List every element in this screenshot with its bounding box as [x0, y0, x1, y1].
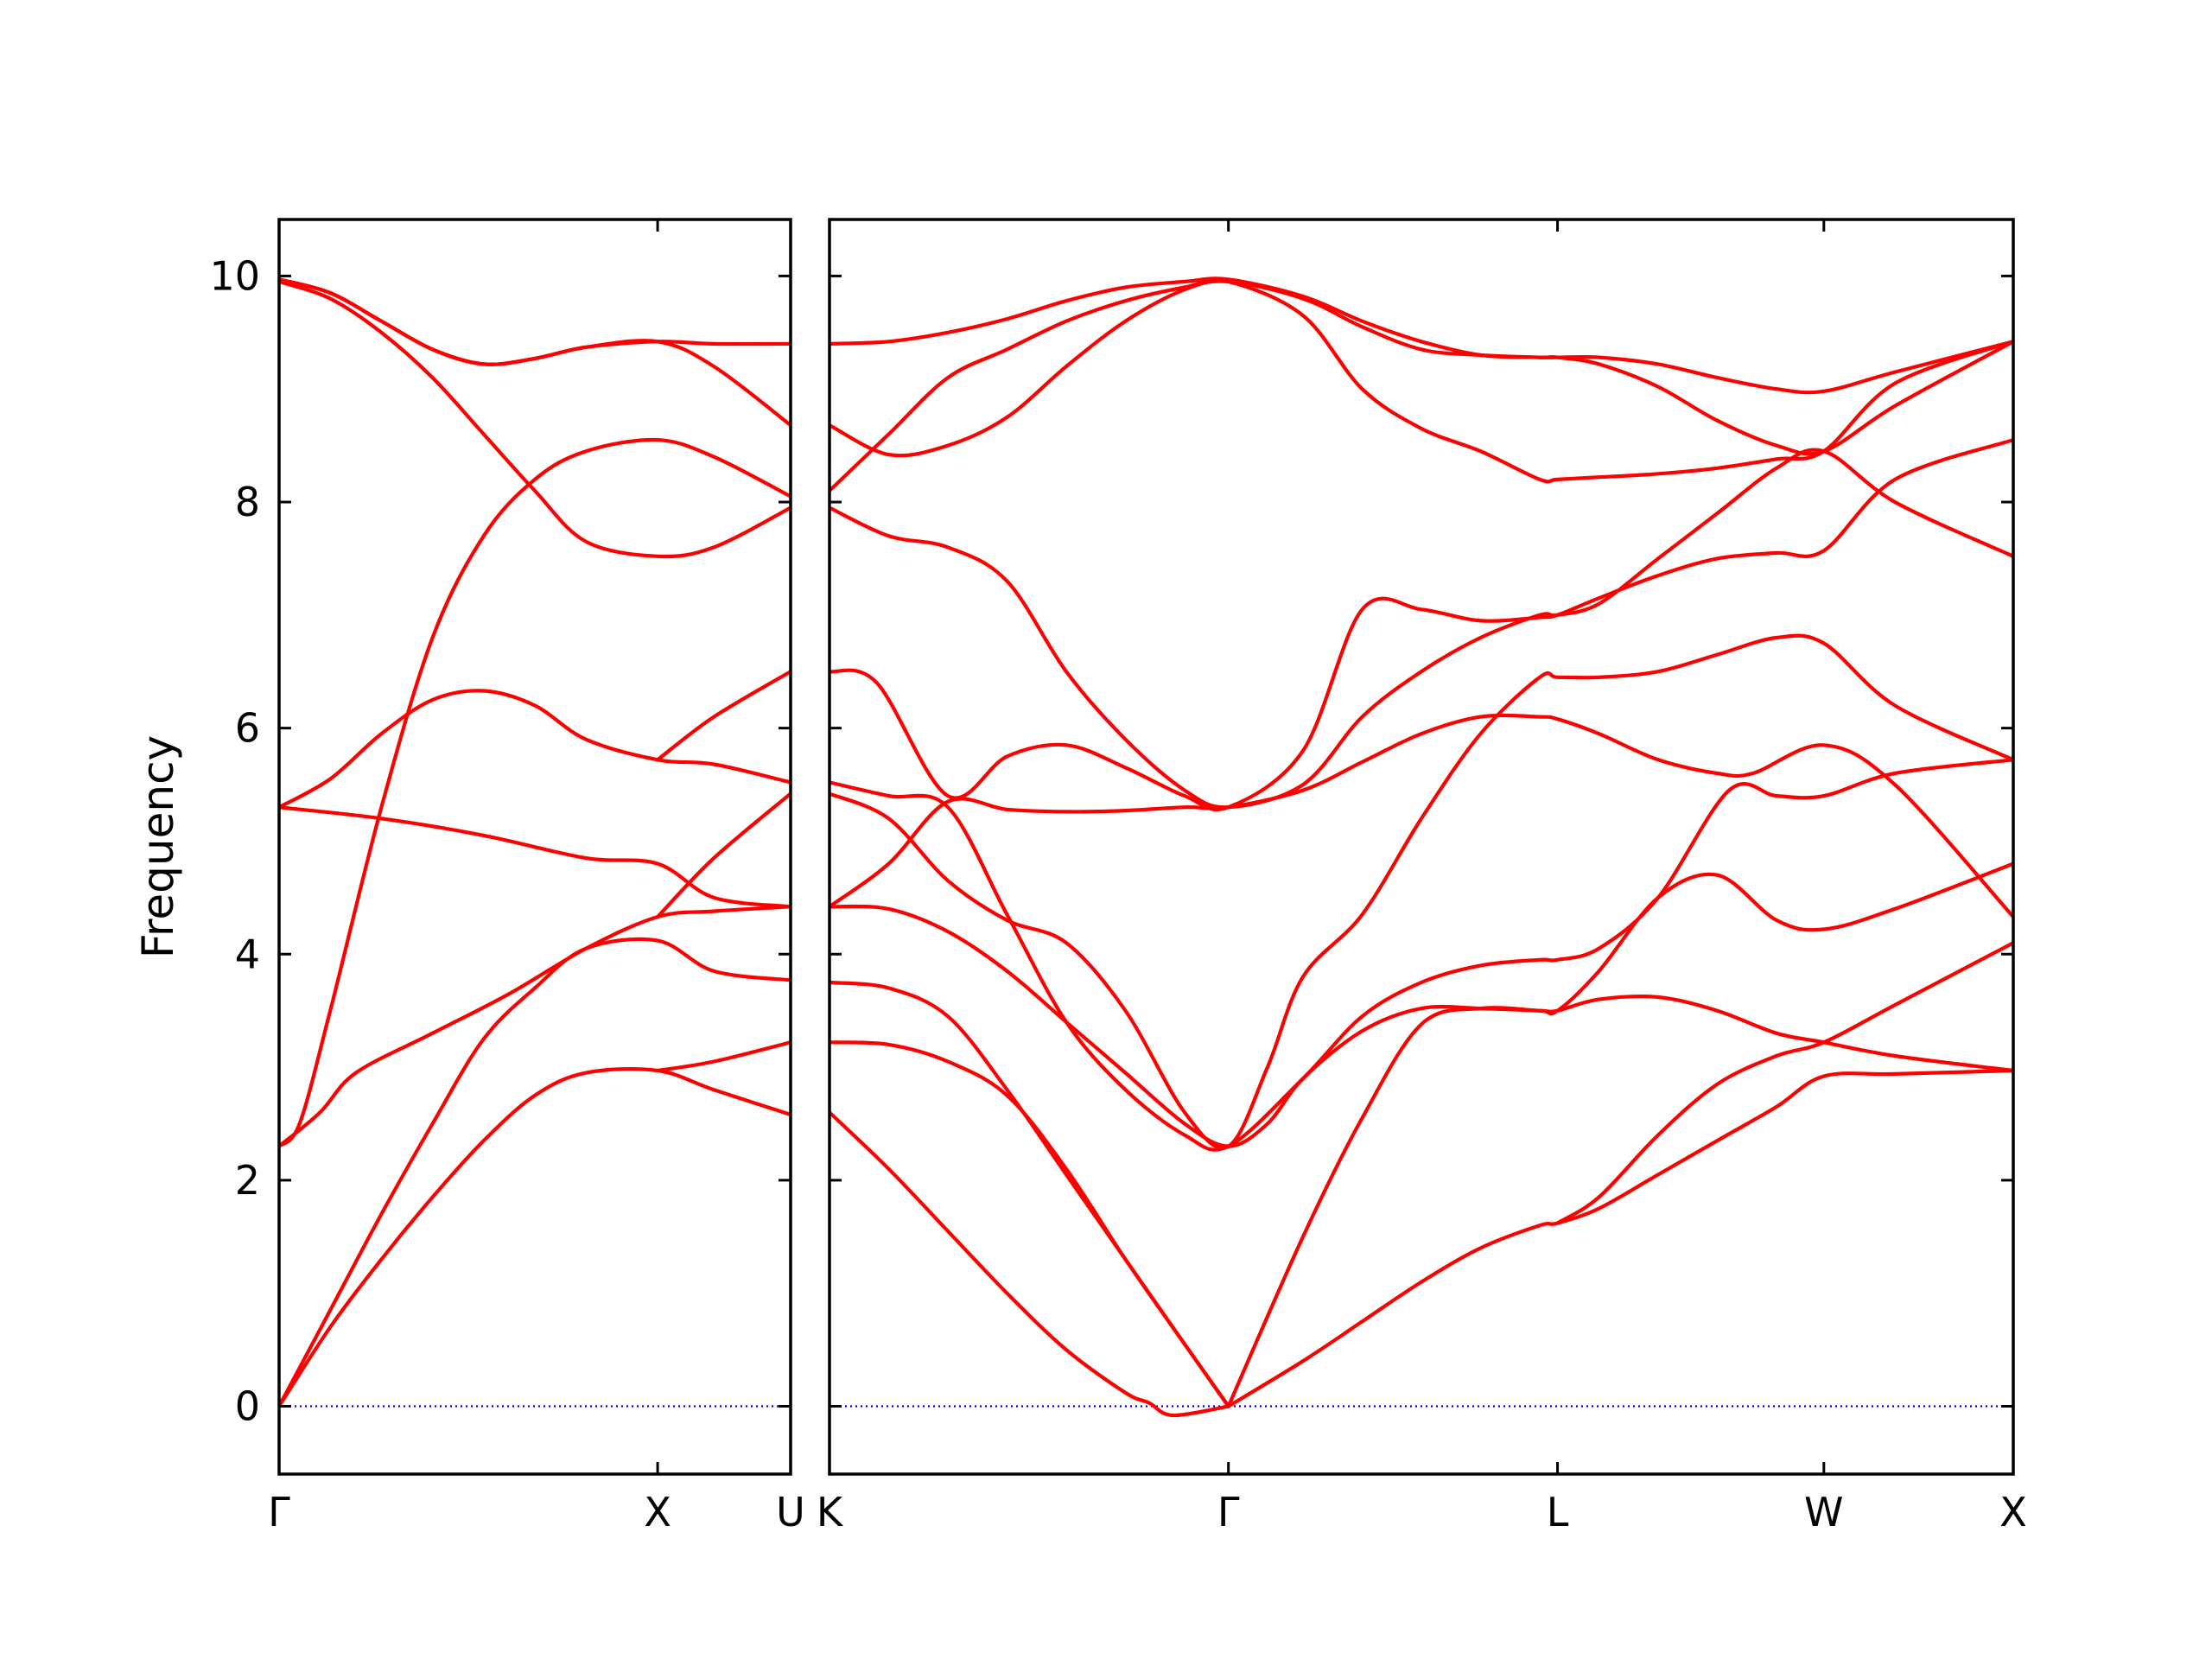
band-line-right-3 — [1226, 1068, 2013, 1408]
x-tick-label: L — [1547, 1489, 1569, 1535]
band-line-left-3 — [279, 805, 791, 909]
band-line-right-6 — [830, 861, 2013, 1148]
band-line-right-7 — [830, 633, 2013, 1150]
band-group — [279, 277, 791, 1408]
band-line-left-10 — [656, 1040, 791, 1073]
band-line-left-1 — [279, 937, 791, 1408]
x-tick-label: X — [1999, 1489, 2027, 1535]
band-line-right-10 — [830, 438, 2013, 812]
plot-frame-right — [828, 218, 2015, 1476]
y-tick-labels: 0 2 4 6 8 10 — [209, 252, 260, 1429]
y-tick-label: 8 — [235, 479, 260, 525]
y-tick-label: 6 — [235, 705, 260, 752]
band-line-right-1 — [830, 1040, 1230, 1408]
band-line-left-11 — [656, 670, 791, 762]
band-line-right-11 — [830, 448, 2013, 810]
y-tick-label: 10 — [209, 252, 260, 299]
band-line-left-0 — [279, 1067, 791, 1408]
x-tick-label: Γ — [1217, 1489, 1240, 1535]
y-axis-label: Frequency — [133, 735, 183, 958]
x-tick-label: U — [776, 1489, 805, 1535]
y-tick-label: 4 — [235, 931, 260, 977]
band-line-right-0 — [830, 1110, 1230, 1418]
band-line-right-13 — [830, 279, 2013, 458]
band-line-left-4 — [279, 689, 791, 810]
band-line-left-7 — [279, 277, 791, 366]
band-line-left-5 — [279, 437, 791, 1148]
y-tick-label: 0 — [235, 1383, 260, 1430]
band-line-left-2 — [279, 905, 791, 1148]
y-tick-label: 2 — [235, 1157, 260, 1204]
band-line-right-12 — [830, 278, 2013, 493]
chart-panels: Γ X U K Γ L W X 0 2 4 6 8 10 — [209, 218, 2027, 1535]
band-line-left-8 — [279, 277, 791, 428]
band-line-right-5 — [1555, 941, 2013, 1225]
band-group — [830, 276, 2013, 1418]
x-tick-label: W — [1804, 1489, 1843, 1535]
band-line-right-14 — [830, 276, 2013, 395]
band-line-right-8 — [830, 713, 2013, 919]
band-line-left-6 — [279, 279, 791, 559]
x-tick-label: Γ — [268, 1489, 290, 1535]
x-tick-label: K — [817, 1489, 844, 1535]
band-line-right-4 — [1226, 995, 2013, 1408]
x-tick-label: X — [644, 1489, 671, 1535]
band-line-right-2 — [830, 980, 1230, 1408]
plot-frame-left — [277, 218, 792, 1476]
band-line-right-9 — [830, 758, 2013, 1152]
band-line-left-9 — [656, 791, 791, 919]
